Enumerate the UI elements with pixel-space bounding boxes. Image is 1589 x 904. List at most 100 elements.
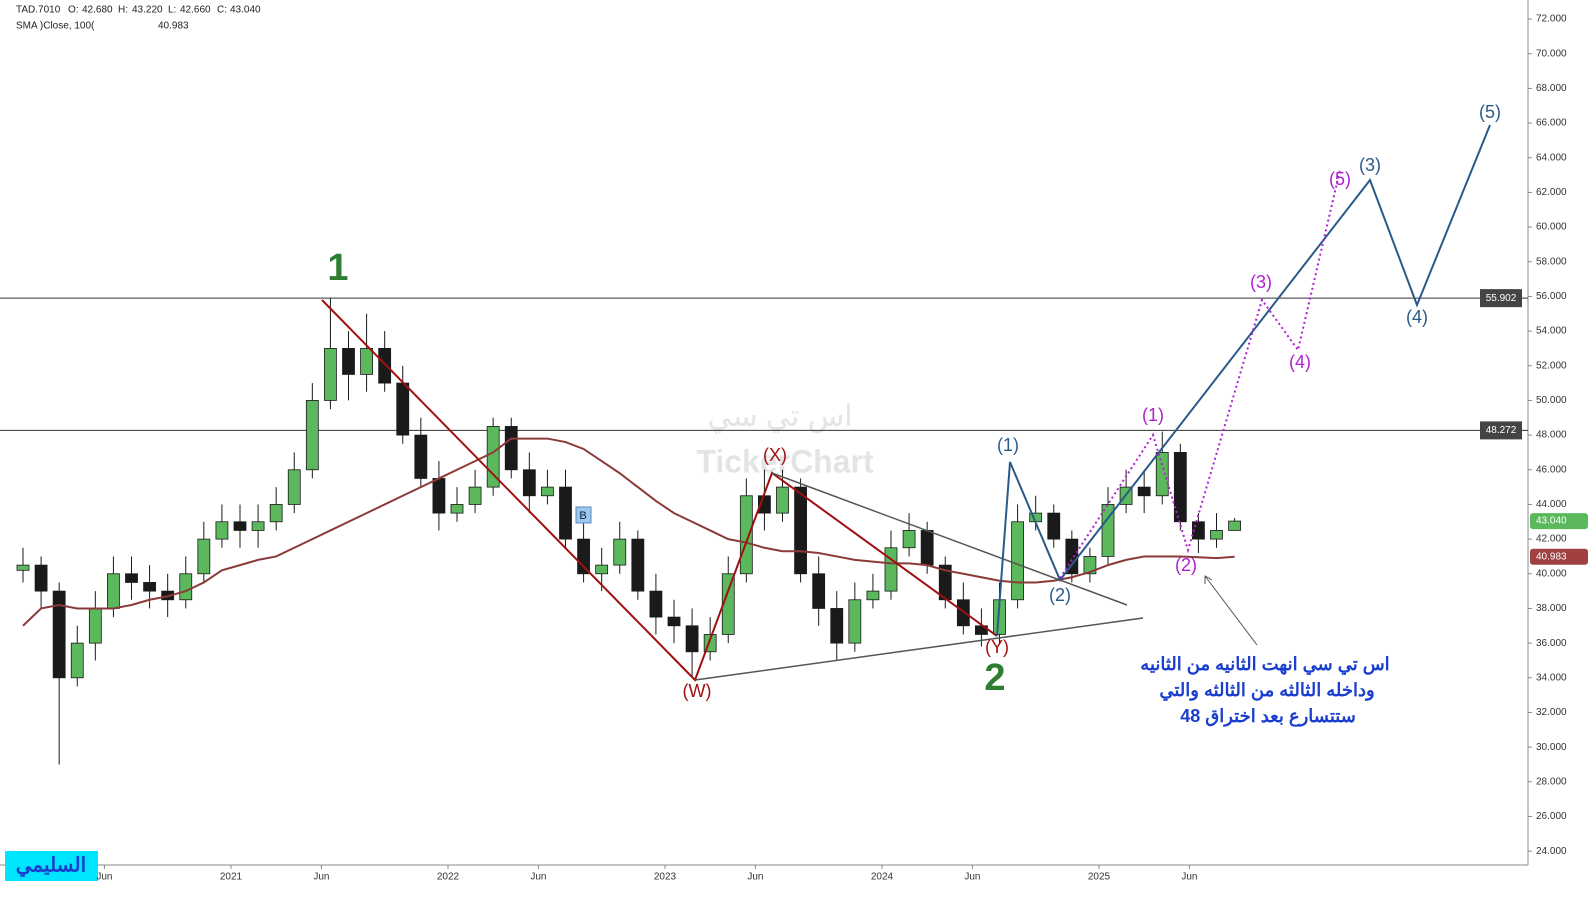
- candle-body: [360, 348, 373, 375]
- y-tick-label: 40.000: [1536, 568, 1567, 579]
- y-tick-label: 60.000: [1536, 222, 1567, 233]
- ohlc-value: 43.040: [230, 5, 261, 16]
- price-tag-bg: [1480, 421, 1522, 440]
- y-tick-label: 32.000: [1536, 707, 1567, 718]
- ohlc-key: L:: [168, 5, 176, 16]
- x-tick-label: 2025: [1088, 872, 1111, 883]
- candle-body: [830, 608, 844, 644]
- wave-label: (1): [1142, 405, 1164, 425]
- candle-body: [812, 573, 826, 609]
- candle-body: [1210, 530, 1223, 540]
- wave-label: (X): [763, 445, 787, 465]
- price-tag: 55.902: [1486, 293, 1517, 304]
- wave-wxy: [321, 299, 998, 682]
- y-tick-label: 46.000: [1536, 464, 1567, 475]
- candle-body: [88, 608, 102, 644]
- wave-purple: [1059, 169, 1341, 579]
- sma-value: 40.983: [158, 21, 189, 32]
- x-tick-label: 2024: [871, 872, 894, 883]
- candle-body: [1011, 521, 1024, 601]
- candle-body: [1047, 512, 1061, 540]
- candle-body: [414, 434, 428, 479]
- y-tick-label: 36.000: [1536, 638, 1567, 649]
- wave-label: (1): [997, 435, 1019, 455]
- note-line: ستتسارع بعد اختراق 48: [1180, 706, 1356, 727]
- y-tick-label: 58.000: [1536, 256, 1567, 267]
- wave-label: (2): [1049, 585, 1071, 605]
- x-tick-label: Jun: [530, 872, 546, 883]
- y-tick-label: 30.000: [1536, 742, 1567, 753]
- candle-body: [432, 478, 446, 514]
- x-tick-label: Jun: [96, 872, 112, 883]
- candle-body: [1228, 520, 1241, 531]
- x-tick-label: Jun: [747, 872, 763, 883]
- watermark: اس تي سي: [707, 400, 852, 434]
- candle-body: [52, 590, 66, 679]
- arrow-head: [1204, 575, 1213, 584]
- candle-body: [143, 582, 156, 592]
- x-tick-label: 2021: [220, 872, 243, 883]
- sma-label: SMA )Close, 100(: [16, 21, 95, 32]
- wave-label: (4): [1406, 307, 1428, 327]
- wave-blue: [996, 124, 1491, 637]
- candle-body: [107, 573, 120, 609]
- candle-body: [522, 469, 536, 497]
- x-tick-label: Jun: [964, 872, 980, 883]
- candle-body: [16, 564, 30, 571]
- y-tick-label: 56.000: [1536, 291, 1567, 302]
- candle-body: [125, 573, 138, 583]
- candle-body: [269, 504, 283, 523]
- y-tick-label: 38.000: [1536, 603, 1567, 614]
- ohlc-key: O:: [68, 5, 79, 16]
- symbol: TAD.7010: [16, 5, 61, 16]
- candle-body: [233, 521, 247, 531]
- triangle-line: [694, 617, 1144, 681]
- candle-body: [1137, 486, 1151, 497]
- plot: [0, 297, 1528, 765]
- candle-body: [450, 504, 464, 514]
- candle-body: [631, 538, 645, 592]
- wave-label: 2: [984, 657, 1005, 699]
- candle-body: [884, 547, 898, 592]
- y-tick-label: 68.000: [1536, 83, 1567, 94]
- candle-body: [595, 564, 609, 575]
- price-tag-bg: [1530, 548, 1588, 565]
- candle-body: [287, 469, 301, 505]
- y-tick-label: 52.000: [1536, 360, 1567, 371]
- y-tick-label: 24.000: [1536, 846, 1567, 857]
- note-line: اس تي سي انهت الثانيه من الثانيه: [1140, 654, 1389, 675]
- y-tick-label: 50.000: [1536, 395, 1567, 406]
- candle-body: [197, 538, 211, 575]
- candle-body: [324, 348, 337, 401]
- watermark: TickerChart: [696, 443, 874, 479]
- wave-labels: 1 2 (W) (X) (Y) B (1) (2) (1) (2) (3) (4…: [327, 102, 1501, 701]
- y-tick-label: 64.000: [1536, 152, 1567, 163]
- candle-body: [938, 564, 952, 601]
- candle-body: [378, 348, 392, 384]
- wave-drawings: [321, 124, 1491, 682]
- candle-body: [504, 426, 518, 471]
- y-tick-label: 44.000: [1536, 499, 1567, 510]
- x-tick-label: Jun: [313, 872, 329, 883]
- y-tick-label: 66.000: [1536, 118, 1567, 129]
- wave-label: (5): [1329, 169, 1351, 189]
- y-tick-label: 48.000: [1536, 430, 1567, 441]
- price-tag: 43.040: [1536, 516, 1567, 527]
- sma-line: [22, 437, 1235, 627]
- y-axis-bg: [1528, 0, 1589, 865]
- price-tag-bg: [1480, 289, 1522, 308]
- candle-body: [685, 625, 699, 653]
- candle-body: [794, 486, 807, 575]
- signature-box: [5, 851, 98, 881]
- candle-body: [1083, 556, 1097, 575]
- note-line: وداخله الثالثه من الثالثه والتي: [1159, 680, 1374, 701]
- candle-body: [1155, 452, 1169, 497]
- price-tag-bg: [1530, 513, 1588, 530]
- b-box: [575, 506, 592, 524]
- wave-label: (2): [1175, 555, 1197, 575]
- y-tick-label: 42.000: [1536, 534, 1567, 545]
- y-tick-label: 34.000: [1536, 672, 1567, 683]
- candle-body: [613, 538, 627, 566]
- price-tag: 40.983: [1536, 551, 1567, 562]
